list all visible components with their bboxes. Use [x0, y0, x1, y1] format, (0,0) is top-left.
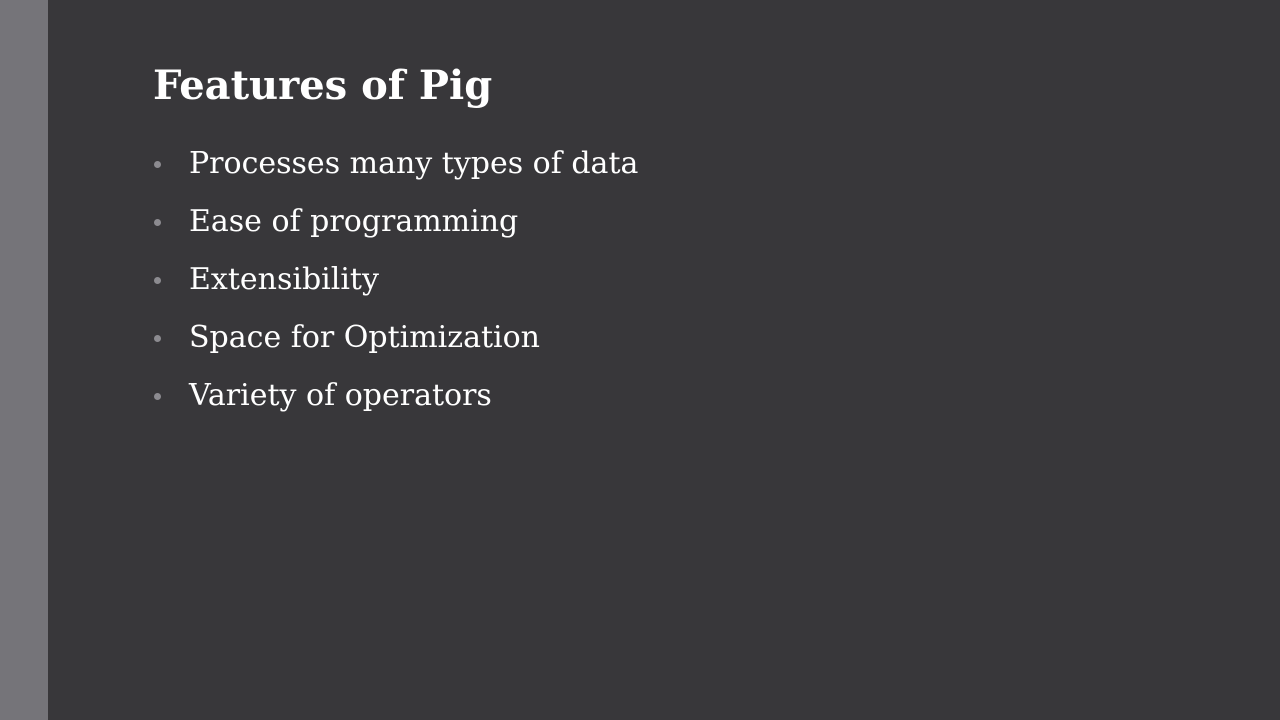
bullet-list: Processes many types of data Ease of pro…: [153, 135, 638, 425]
bullet-item: Extensibility: [153, 251, 638, 309]
bullet-item: Ease of programming: [153, 193, 638, 251]
bullet-dot-icon: [154, 218, 161, 226]
bullet-text: Ease of programming: [189, 204, 519, 239]
left-accent-bar: [0, 0, 48, 720]
bullet-item: Variety of operators: [153, 367, 638, 425]
bullet-dot-icon: [154, 276, 161, 284]
bullet-dot-icon: [154, 160, 161, 168]
bullet-text: Space for Optimization: [189, 320, 540, 355]
bullet-item: Processes many types of data: [153, 135, 638, 193]
bullet-item: Space for Optimization: [153, 309, 638, 367]
bullet-text: Processes many types of data: [189, 146, 639, 181]
slide-title: Features of Pig: [153, 62, 493, 109]
bullet-dot-icon: [154, 334, 161, 342]
bullet-text: Variety of operators: [189, 378, 492, 413]
bullet-text: Extensibility: [189, 262, 379, 297]
bullet-dot-icon: [154, 392, 161, 400]
